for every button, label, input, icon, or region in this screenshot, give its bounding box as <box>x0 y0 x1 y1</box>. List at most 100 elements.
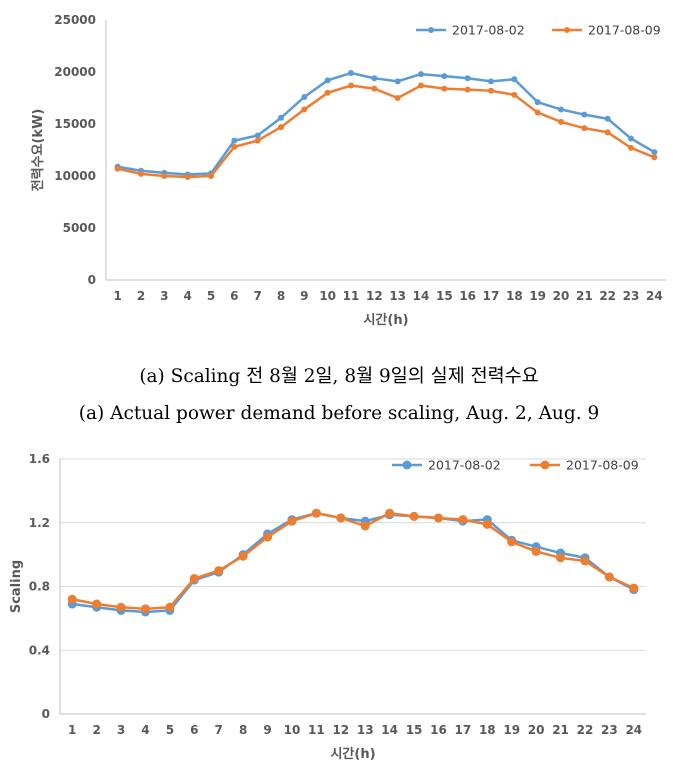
y-tick-label: 0 <box>42 707 50 721</box>
data-point <box>324 89 331 96</box>
data-point <box>394 78 401 85</box>
x-tick-label: 6 <box>190 723 198 737</box>
data-point <box>651 154 658 161</box>
data-point <box>531 546 541 556</box>
caption-english: (a) Actual power demand before scaling, … <box>78 403 600 424</box>
data-point <box>189 574 199 584</box>
data-point <box>558 118 564 125</box>
x-tick-label: 2 <box>92 723 100 737</box>
x-tick-label: 12 <box>366 289 383 303</box>
y-tick-label: 0.4 <box>29 643 50 657</box>
x-tick-label: 21 <box>552 723 569 737</box>
data-point <box>433 513 443 523</box>
series-line <box>117 71 655 176</box>
x-tick-label: 8 <box>239 723 247 737</box>
data-point <box>214 566 224 576</box>
data-point <box>628 135 634 142</box>
x-tick-label: 18 <box>506 289 523 303</box>
x-tick-label: 19 <box>503 723 520 737</box>
y-axis-label: 전력수요(kW) <box>30 109 46 192</box>
x-tick-label: 22 <box>599 289 616 303</box>
data-point <box>348 70 354 77</box>
data-point <box>92 599 102 609</box>
data-point <box>441 73 448 80</box>
x-tick-label: 13 <box>389 289 406 303</box>
x-tick-label: 7 <box>253 289 261 303</box>
legend-swatch-marker <box>402 460 412 470</box>
x-tick-label: 21 <box>576 289 593 303</box>
data-point <box>278 124 284 131</box>
x-tick-label: 14 <box>381 723 398 737</box>
x-tick-label: 2 <box>137 289 145 303</box>
x-tick-label: 4 <box>141 723 149 737</box>
data-point <box>628 144 634 151</box>
x-tick-label: 19 <box>529 289 546 303</box>
y-tick-label: 20000 <box>54 65 96 79</box>
x-tick-label: 9 <box>300 289 308 303</box>
data-point <box>507 537 517 547</box>
x-tick-label: 8 <box>277 289 285 303</box>
data-point <box>385 508 395 518</box>
x-tick-label: 13 <box>357 723 374 737</box>
x-tick-label: 23 <box>623 289 640 303</box>
data-point <box>208 173 214 179</box>
data-point <box>464 86 471 93</box>
data-point <box>161 173 168 179</box>
legend-swatch-marker <box>564 27 570 33</box>
data-point <box>604 572 614 582</box>
x-tick-label: 1 <box>68 723 76 737</box>
data-point <box>165 602 175 612</box>
x-tick-label: 12 <box>332 723 349 737</box>
y-tick-label: 1.2 <box>29 516 50 530</box>
data-point <box>409 511 419 521</box>
x-tick-label: 10 <box>284 723 301 737</box>
y-axis-label: Scaling <box>9 560 24 613</box>
series-line <box>72 511 635 614</box>
x-tick-label: 7 <box>215 723 223 737</box>
data-point <box>580 556 590 566</box>
y-tick-label: 1.6 <box>29 452 50 466</box>
data-point <box>231 143 238 150</box>
legend-label: 2017-08-02 <box>428 458 501 473</box>
data-point <box>67 594 77 604</box>
data-point <box>371 75 378 82</box>
data-point <box>301 106 308 113</box>
x-tick-label: 5 <box>207 289 215 303</box>
x-tick-label: 20 <box>528 723 545 737</box>
x-tick-label: 15 <box>406 723 423 737</box>
data-point <box>604 129 611 136</box>
series-line <box>71 511 635 611</box>
data-point <box>184 174 191 181</box>
x-tick-label: 17 <box>455 723 472 737</box>
data-point <box>336 513 346 523</box>
data-point <box>394 95 401 101</box>
y-tick-label: 0.8 <box>29 580 50 594</box>
data-point <box>254 132 261 139</box>
x-tick-label: 22 <box>577 723 594 737</box>
y-tick-label: 0 <box>88 273 96 287</box>
data-point <box>464 75 471 82</box>
data-point <box>140 604 150 614</box>
data-point <box>488 78 494 85</box>
x-tick-label: 17 <box>483 289 500 303</box>
legend-swatch-marker <box>428 27 434 33</box>
data-point <box>311 508 321 518</box>
legend-label: 2017-08-02 <box>452 23 525 38</box>
data-point <box>418 82 424 89</box>
x-tick-label: 11 <box>308 723 325 737</box>
y-tick-label: 15000 <box>54 117 96 131</box>
x-tick-label: 24 <box>646 289 663 303</box>
data-point <box>263 532 273 542</box>
series-line <box>117 84 655 179</box>
data-point <box>581 111 588 118</box>
data-point <box>534 109 541 116</box>
x-tick-label: 20 <box>553 289 570 303</box>
x-tick-label: 24 <box>625 723 642 737</box>
data-point <box>324 77 331 84</box>
legend-label: 2017-08-09 <box>566 458 639 473</box>
x-axis-label: 시간(h) <box>363 312 408 328</box>
scaling-chart: 00.40.81.21.61 2 3 4 5 6 7 8 9 10 11 12 13 14 15 16 17 18… <box>9 452 646 762</box>
data-point <box>114 165 121 172</box>
x-tick-label: 6 <box>230 289 238 303</box>
data-point <box>238 551 248 561</box>
